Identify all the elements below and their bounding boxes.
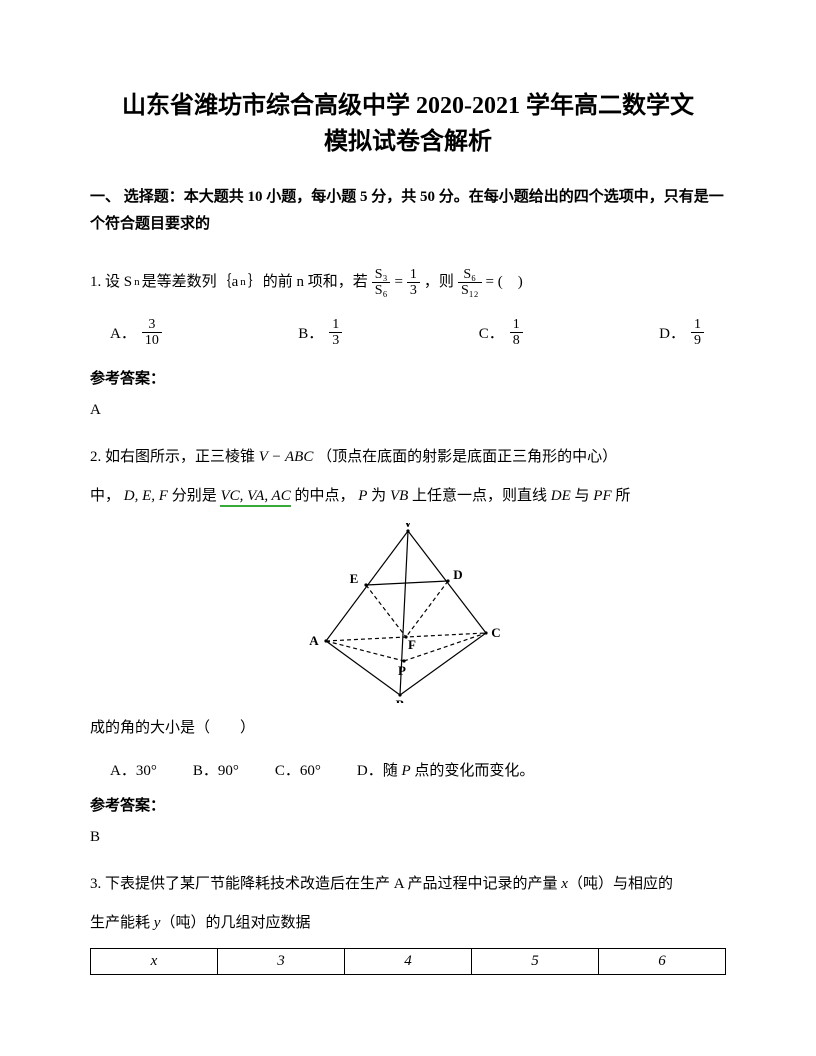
- q1-optB-frac: 1 3: [329, 317, 342, 349]
- q1-optB-num: 1: [329, 317, 342, 333]
- q1-answer-label: 参考答案：: [90, 367, 726, 388]
- q2-expr7: PF: [593, 488, 611, 504]
- q2-expr2: D, E, F: [124, 488, 168, 504]
- q1-mid1: 是等差数列｛a: [142, 266, 239, 299]
- q2-l2a: 中，: [90, 488, 120, 504]
- q1-optA-num: 3: [142, 317, 162, 333]
- q1-optD-frac: 1 9: [691, 317, 704, 349]
- q3-th-0: x: [91, 948, 218, 974]
- q2-l1b: （顶点在底面的射影是底面正三角形的中心）: [317, 449, 617, 465]
- q1-tail: = ( ): [486, 266, 523, 299]
- q2-optD-post: 点的变化而变化。: [411, 763, 535, 779]
- q1-mid2: ｝的前 n 项和，若: [248, 266, 368, 299]
- page-title: 山东省潍坊市综合高级中学 2020-2021 学年高二数学文 模拟试卷含解析: [90, 88, 726, 160]
- svg-text:C: C: [491, 625, 500, 640]
- q1-answer: A: [90, 402, 726, 419]
- q1-optC-label: C．: [479, 322, 504, 343]
- q3-l2b: （吨）的几组对应数据: [160, 915, 310, 931]
- q2-l2c: 的中点，: [294, 488, 354, 504]
- q1-optB-den: 3: [329, 333, 342, 348]
- q3-l1a: 3. 下表提供了某厂节能降耗技术改造后在生产 A 产品过程中记录的产量: [90, 876, 561, 892]
- q2-optD-var: P: [401, 763, 410, 779]
- q1-frac2-num: S₆: [458, 267, 482, 283]
- q1-frac-rhs: 1 3: [407, 267, 420, 299]
- q2-option-d: D．随 P 点的变化而变化。: [357, 759, 535, 780]
- section-intro: 一、 选择题：本大题共 10 小题，每小题 5 分，共 50 分。在每小题给出的…: [90, 184, 726, 238]
- q3-th-3: 5: [472, 948, 599, 974]
- svg-text:E: E: [350, 571, 359, 586]
- tetrahedron-icon: V A B C D E FP: [308, 523, 508, 703]
- q1-prefix: 1. 设 S: [90, 266, 132, 299]
- q1-sub2: n: [240, 270, 246, 294]
- q2-l2e: 上任意一点，则直线: [412, 488, 551, 504]
- q1-mid3: ，则: [424, 266, 454, 299]
- title-line1: 山东省潍坊市综合高级中学 2020-2021 学年高二数学文: [122, 93, 694, 119]
- q1-optA-den: 10: [142, 333, 162, 348]
- svg-text:D: D: [453, 567, 462, 582]
- q1-frac2-den: S₁₂: [458, 283, 482, 298]
- q1-option-b: B． 1 3: [298, 317, 344, 349]
- q1-optC-den: 8: [510, 333, 523, 348]
- q3-varx: x: [561, 876, 568, 892]
- q3-th-4: 6: [599, 948, 726, 974]
- q1-optC-frac: 1 8: [510, 317, 523, 349]
- q2-expr1: V − ABC: [259, 449, 314, 465]
- q2-option-a: A．30°: [110, 759, 157, 780]
- q1-frac2: S₆ S₁₂: [458, 267, 482, 299]
- q3-line2: 生产能耗 y（吨）的几组对应数据: [90, 907, 726, 940]
- q1-option-c: C． 1 8: [479, 317, 525, 349]
- q1-optB-label: B．: [298, 322, 323, 343]
- q1-optC-num: 1: [510, 317, 523, 333]
- svg-text:A: A: [309, 633, 319, 648]
- q1-optD-label: D．: [659, 322, 685, 343]
- svg-text:P: P: [398, 663, 406, 678]
- q2-line2: 中， D, E, F 分别是 VC, VA, AC 的中点， P 为 VB 上任…: [90, 480, 726, 513]
- q2-answer: B: [90, 829, 726, 846]
- svg-text:F: F: [408, 637, 416, 652]
- q1-optA-label: A．: [110, 322, 136, 343]
- q1-optD-den: 9: [691, 333, 704, 348]
- q2-expr4: P: [358, 488, 367, 504]
- q2-diagram: V A B C D E FP: [90, 523, 726, 708]
- q1-sub1: n: [134, 270, 140, 294]
- q2-expr6: DE: [551, 488, 571, 504]
- q2-l2d: 为: [371, 488, 390, 504]
- q3-l1b: （吨）与相应的: [568, 876, 673, 892]
- table-row: x 3 4 5 6: [91, 948, 726, 974]
- q3-th-2: 4: [345, 948, 472, 974]
- q2-l2f: 与: [575, 488, 594, 504]
- q1-options: A． 3 10 B． 1 3 C． 1 8 D． 1 9: [110, 317, 726, 349]
- q2-l2g: 所: [615, 488, 630, 504]
- q1-option-a: A． 3 10: [110, 317, 164, 349]
- q2-option-c: C．60°: [275, 759, 321, 780]
- title-line2: 模拟试卷含解析: [324, 129, 492, 155]
- q1-stem: 1. 设 Sn 是等差数列｛an｝的前 n 项和，若 S₃ S₆ = 1 3 ，…: [90, 266, 726, 299]
- q2-expr5: VB: [390, 488, 408, 504]
- q3-l2a: 生产能耗: [90, 915, 154, 931]
- q1-rhs-den: 3: [407, 283, 420, 298]
- q1-rhs-num: 1: [407, 267, 420, 283]
- q2-line3: 成的角的大小是（ ）: [90, 712, 726, 745]
- q2-answer-label: 参考答案：: [90, 794, 726, 815]
- q3-line1: 3. 下表提供了某厂节能降耗技术改造后在生产 A 产品过程中记录的产量 x（吨）…: [90, 868, 726, 901]
- q2-l1a: 2. 如右图所示，正三棱锥: [90, 449, 255, 465]
- q2-optD-pre: D．随: [357, 763, 402, 779]
- svg-text:V: V: [403, 523, 413, 530]
- q1-frac1-den: S₆: [372, 283, 391, 298]
- q1-optD-num: 1: [691, 317, 704, 333]
- q2-expr3: VC, VA, AC: [220, 488, 290, 507]
- eq-sign: =: [394, 266, 402, 299]
- q2-line1: 2. 如右图所示，正三棱锥 V − ABC （顶点在底面的射影是底面正三角形的中…: [90, 441, 726, 474]
- q2-l2b: 分别是: [172, 488, 221, 504]
- q1-optA-frac: 3 10: [142, 317, 162, 349]
- q1-frac1-num: S₃: [372, 267, 391, 283]
- q3-th-1: 3: [218, 948, 345, 974]
- svg-text:B: B: [396, 697, 405, 703]
- q2-options: A．30° B．90° C．60° D．随 P 点的变化而变化。: [110, 759, 726, 780]
- q3-table: x 3 4 5 6: [90, 948, 726, 975]
- q1-option-d: D． 1 9: [659, 317, 706, 349]
- q1-frac1: S₃ S₆: [372, 267, 391, 299]
- q2-option-b: B．90°: [193, 759, 239, 780]
